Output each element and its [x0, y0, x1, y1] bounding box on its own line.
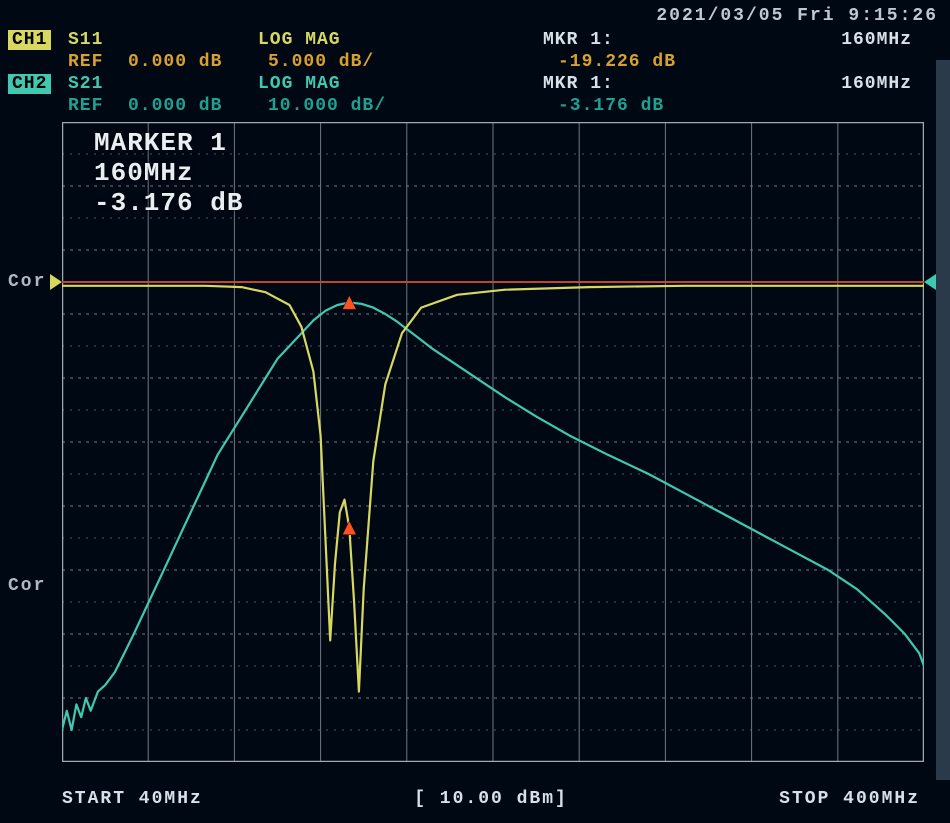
cor-label-2: Cor [8, 576, 46, 596]
ref-triangle-left-ch1 [50, 274, 62, 290]
ch1-ref-label: REF [68, 52, 103, 72]
ch1-mkr-freq: 160MHz [841, 30, 912, 50]
ch1-meas: S11 [68, 30, 103, 50]
ch2-meas: S21 [68, 74, 103, 94]
ch2-scale: 10.000 dB/ [268, 96, 386, 116]
footer: START 40MHz [ 10.00 dBm] STOP 400MHz [62, 789, 920, 809]
marker-line2: 160MHz [94, 158, 243, 188]
ch1-mkr-label: MKR 1: [543, 30, 614, 50]
ch2-ref-label: REF [68, 96, 103, 116]
ch2-ref-value: 0.000 dB [128, 96, 222, 116]
marker-line3: -3.176 dB [94, 188, 243, 218]
start-freq: START 40MHz [62, 789, 203, 809]
datetime: 2021/03/05 Fri 9:15:26 [656, 6, 938, 26]
marker-line1: MARKER 1 [94, 128, 243, 158]
ref-triangle-right-ch2 [924, 274, 936, 290]
ch2-mkr-label: MKR 1: [543, 74, 614, 94]
cor-label-1: Cor [8, 272, 46, 292]
ch2-mkr-value: -3.176 dB [558, 96, 664, 116]
plot-area [62, 122, 924, 762]
side-strip [936, 60, 950, 780]
ch2-header: CH2 S21 LOG MAG MKR 1: 160MHz [8, 74, 942, 94]
marker-readout: MARKER 1 160MHz -3.176 dB [94, 128, 243, 218]
ch1-label: CH1 [8, 30, 51, 50]
ch1-mode: LOG MAG [258, 30, 341, 50]
ch1-ref-value: 0.000 dB [128, 52, 222, 72]
stop-freq: STOP 400MHz [779, 789, 920, 809]
ch2-mode: LOG MAG [258, 74, 341, 94]
power-level: [ 10.00 dBm] [414, 789, 568, 809]
trace-chart [62, 122, 924, 762]
ch1-mkr-value: -19.226 dB [558, 52, 676, 72]
ch1-scale: 5.000 dB/ [268, 52, 374, 72]
ch2-label: CH2 [8, 74, 51, 94]
ch1-header: CH1 S11 LOG MAG MKR 1: 160MHz [8, 30, 942, 50]
ch2-mkr-freq: 160MHz [841, 74, 912, 94]
